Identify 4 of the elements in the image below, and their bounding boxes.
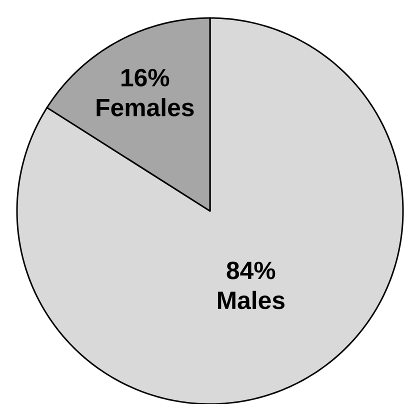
data-label: 84% [226,262,276,280]
data-label: 16% [122,68,170,86]
slice-label: Females [96,98,194,116]
slice-label: Males [218,290,284,310]
